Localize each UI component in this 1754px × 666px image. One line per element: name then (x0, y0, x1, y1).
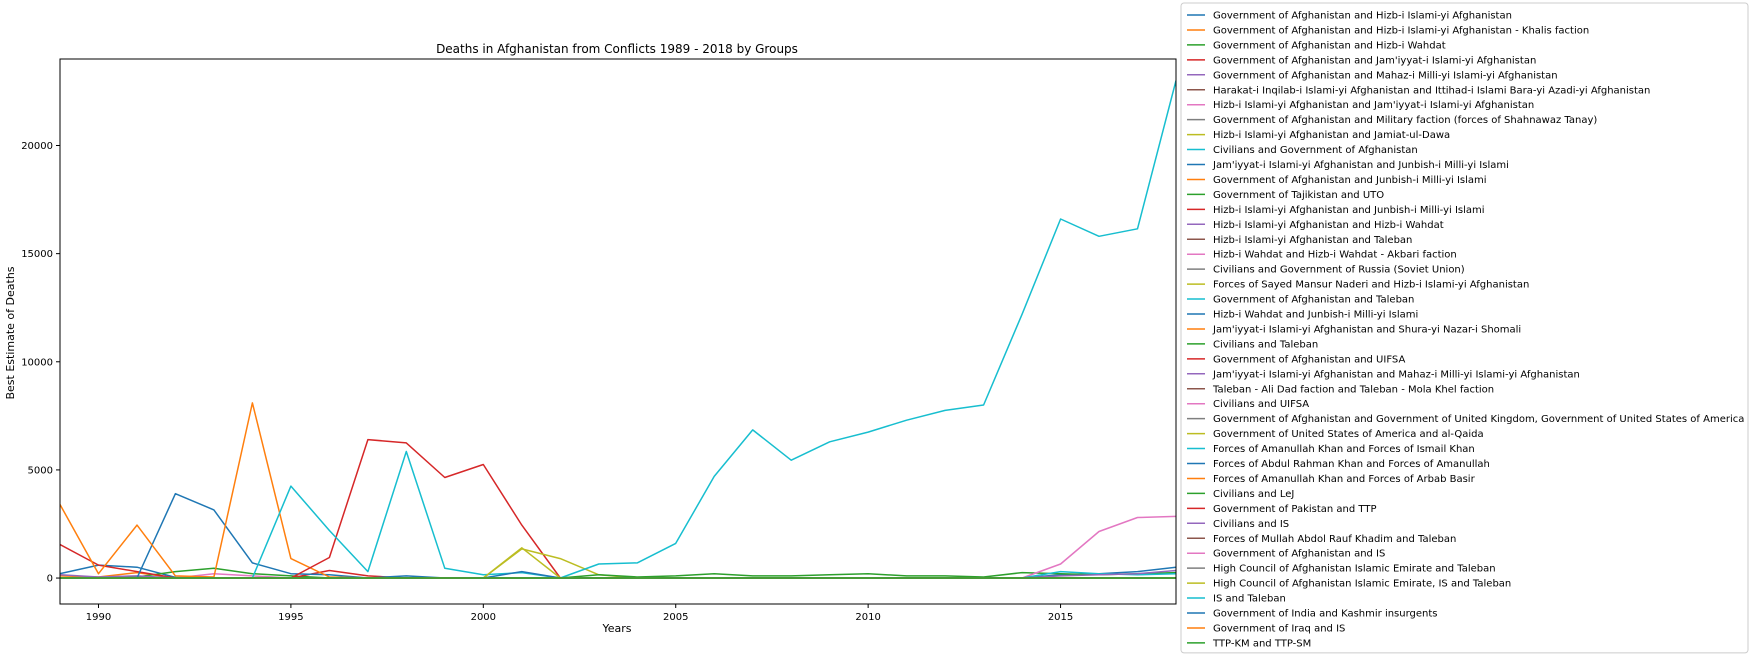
legend-entry-label: Hizb-i Islami-yi Afghanistan and Jam'iyy… (1213, 100, 1534, 111)
legend-entry-label: Government of Afghanistan and Jam'iyyat-… (1213, 55, 1536, 66)
legend-entry-label: Taleban - Ali Dad faction and Taleban - … (1212, 384, 1494, 395)
y-axis-label: Best Estimate of Deaths (4, 266, 17, 399)
legend-entry-label: Forces of Amanullah Khan and Forces of I… (1213, 444, 1475, 455)
series-line-13 (60, 438, 1176, 579)
legend-entry-label: IS and Taleban (1213, 594, 1286, 605)
y-tick-label: 10000 (21, 357, 53, 368)
legend-entry-label: Hizb-i Islami-yi Afghanistan and Hizb-i … (1213, 220, 1444, 231)
legend-entry-label: Civilians and UIFSA (1213, 399, 1309, 410)
series-line-11 (60, 402, 1176, 579)
plot-frame (59, 58, 1177, 605)
legend-frame (1180, 2, 1749, 654)
legend-entry-label: Hizb-i Islami-yi Afghanistan and Jamiat-… (1213, 130, 1450, 141)
series-line-26 (60, 515, 1176, 579)
x-tick-label: 2005 (663, 612, 688, 623)
x-tick-label: 2000 (471, 612, 496, 623)
legend-entry-label: Hizb-i Islami-yi Afghanistan and Junbish… (1213, 205, 1485, 216)
legend-entry-label: High Council of Afghanistan Islamic Emir… (1213, 564, 1496, 575)
legend-entry-label: Civilians and IS (1213, 519, 1289, 530)
x-tick-label: 2010 (855, 612, 880, 623)
legend-entry-label: Jam'iyyat-i Islami-yi Afghanistan and Ma… (1212, 369, 1580, 380)
y-tick-label: 15000 (21, 249, 53, 260)
legend-entry-label: Government of Afghanistan and Junbish-i … (1213, 175, 1487, 186)
legend-entry-label: Government of Afghanistan and IS (1213, 549, 1385, 560)
series-line-10 (60, 492, 1176, 579)
legend-entry-label: Civilians and Government of Russia (Sovi… (1213, 265, 1465, 276)
legend-entry-label: Civilians and Government of Afghanistan (1213, 145, 1418, 156)
legend-entry-label: Government of Afghanistan and Taleban (1213, 295, 1414, 306)
legend-entry-label: Civilians and Taleban (1213, 339, 1318, 350)
legend-entry-label: Government of United States of America a… (1213, 429, 1484, 440)
legend-entry-label: Jam'iyyat-i Islami-yi Afghanistan and Sh… (1212, 324, 1521, 335)
legend-entry-label: Government of Afghanistan and Government… (1213, 414, 1744, 425)
legend-entry-label: Forces of Amanullah Khan and Forces of A… (1213, 474, 1476, 485)
y-tick-label: 0 (47, 574, 53, 585)
legend-entry-label: Jam'iyyat-i Islami-yi Afghanistan and Ju… (1212, 160, 1509, 171)
x-axis-label: Years (601, 622, 631, 635)
legend-entry-label: Hizb-i Islami-yi Afghanistan and Taleban (1213, 235, 1412, 246)
y-tick-label: 5000 (28, 465, 53, 476)
legend: Government of Afghanistan and Hizb-i Isl… (1180, 2, 1749, 654)
legend-entry-label: Hizb-i Wahdat and Junbish-i Milli-yi Isl… (1213, 310, 1418, 321)
legend-entry-label: Forces of Mullah Abdol Rauf Khadim and T… (1213, 534, 1456, 545)
series-line-22 (60, 571, 1176, 579)
legend-entry-label: Government of Afghanistan and Hizb-i Wah… (1213, 40, 1446, 51)
legend-entry-label: TTP-KM and TTP-SM (1212, 638, 1311, 649)
legend-entry-label: Civilians and LeJ (1213, 489, 1294, 500)
series-line-19 (60, 80, 1176, 579)
series-lines (60, 80, 1176, 579)
legend-entry-label: Harakat-i Inqilab-i Islami-yi Afghanista… (1213, 85, 1650, 96)
plot-area: 1990 1995 2000 2005 2010 2015 0 5000 10000 15000 2… (21, 58, 1177, 623)
legend-entry-label: Government of India and Kashmir insurgen… (1213, 609, 1438, 620)
legend-entry-label: High Council of Afghanistan Islamic Emir… (1213, 579, 1511, 590)
y-tick-label: 20000 (21, 141, 53, 152)
x-tick-label: 1990 (86, 612, 111, 623)
legend-entry-label: Government of Pakistan and TTP (1213, 504, 1376, 515)
legend-entry-label: Government of Afghanistan and UIFSA (1213, 354, 1405, 365)
legend-entry-label: Hizb-i Wahdat and Hizb-i Wahdat - Akbari… (1213, 250, 1457, 261)
legend-entry-label: Government of Tajikistan and UTO (1213, 190, 1384, 201)
chart-title: Deaths in Afghanistan from Conflicts 198… (436, 42, 798, 56)
legend-entry-label: Government of Afghanistan and Hizb-i Isl… (1213, 11, 1512, 22)
legend-entry-label: Government of Afghanistan and Military f… (1213, 115, 1597, 126)
x-tick-label: 1995 (278, 612, 303, 623)
series-line-3 (60, 543, 1176, 579)
legend-entry-label: Government of Afghanistan and Mahaz-i Mi… (1213, 70, 1558, 81)
legend-entry-label: Forces of Sayed Mansur Naderi and Hizb-i… (1213, 280, 1529, 291)
legend-entry-label: Government of Afghanistan and Hizb-i Isl… (1213, 25, 1589, 36)
legend-entry-label: Forces of Abdul Rahman Khan and Forces o… (1213, 459, 1490, 470)
x-tick-label: 2015 (1048, 612, 1073, 623)
legend-entry-label: Government of Iraq and IS (1213, 623, 1345, 634)
